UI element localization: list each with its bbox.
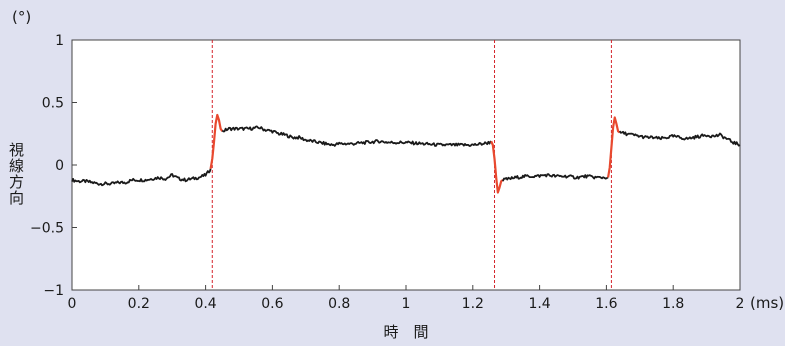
saccade-trace (209, 113, 224, 169)
x-tick-label: 0 (68, 296, 77, 312)
x-tick-label: 0.8 (328, 296, 350, 312)
x-tick-label: 1.6 (595, 296, 617, 312)
gaze-traces (71, 113, 741, 194)
saccade-trace (606, 116, 621, 178)
x-tick-label: 0.6 (261, 296, 283, 312)
fixation-trace (502, 173, 609, 182)
x-tick-label: 0.4 (194, 296, 216, 312)
plot-area (71, 39, 741, 291)
axis-ticks: 0 0.2 0.4 0.6 0.8 1 1.2 1.4 1.6 1.8 2 1 0.5 0 −0.5 −1 (30, 33, 744, 312)
x-tick-label: 1.8 (662, 296, 684, 312)
y-tick-label: 1 (55, 33, 64, 49)
y-tick-label: 0.5 (42, 96, 64, 112)
x-tick-label: 1.4 (528, 296, 550, 312)
x-tick-label: 0.2 (128, 296, 150, 312)
x-tick-label: 1.2 (462, 296, 484, 312)
x-tick-label: 1 (402, 296, 411, 312)
y-tick-label: 0 (55, 158, 64, 174)
y-unit-label: (°) (12, 8, 31, 26)
fixation-trace (221, 125, 492, 147)
fixation-trace (71, 168, 212, 187)
y-axis-title: 視線方向 (7, 142, 25, 206)
y-tick-label: −1 (43, 283, 64, 299)
x-unit-label: (ms) (750, 294, 784, 312)
saccade-trace (490, 140, 504, 194)
y-tick-label: −0.5 (30, 221, 64, 237)
fixation-trace (619, 130, 741, 147)
x-axis-title: 時 間 (383, 323, 428, 341)
x-tick-label: 2 (736, 296, 745, 312)
